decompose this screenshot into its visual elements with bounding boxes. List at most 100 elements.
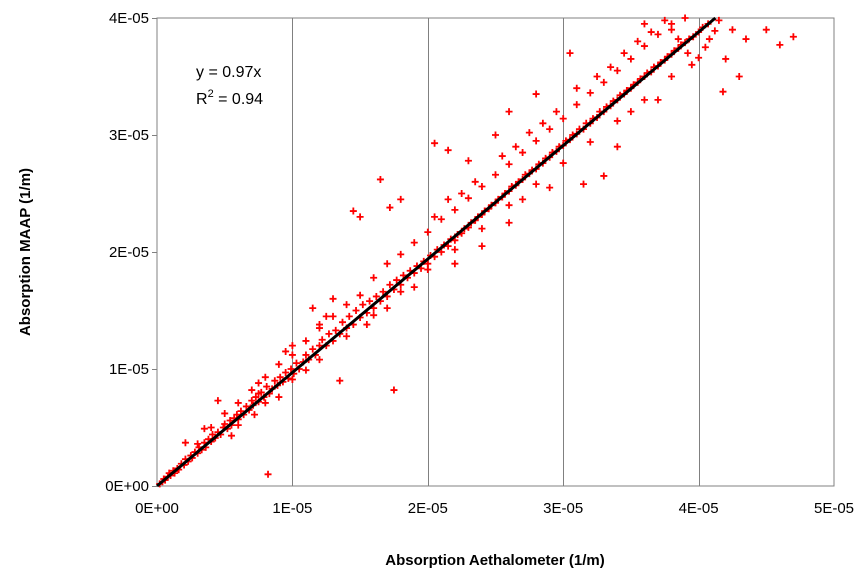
data-point [607, 63, 615, 71]
data-point [181, 439, 189, 447]
data-point [234, 399, 242, 407]
data-point [532, 137, 540, 145]
data-point [492, 131, 499, 139]
data-point [695, 54, 703, 62]
data-point [410, 239, 418, 247]
data-point [789, 33, 797, 41]
data-point [505, 201, 513, 209]
data-points [156, 14, 797, 488]
data-point [349, 207, 357, 215]
data-point [336, 377, 344, 385]
y-tick-label: 1E-05 [109, 361, 149, 378]
data-point [282, 347, 290, 355]
data-point [505, 160, 513, 168]
data-point [728, 26, 736, 34]
data-point [701, 43, 709, 51]
data-point [654, 30, 662, 38]
data-point [309, 304, 317, 312]
data-point [613, 117, 621, 125]
data-point [674, 35, 682, 43]
data-point [397, 250, 405, 258]
data-point [464, 194, 472, 202]
data-point [343, 301, 351, 309]
data-point [654, 96, 662, 104]
data-point [471, 178, 479, 186]
data-point [242, 402, 250, 410]
data-point [207, 424, 215, 431]
y-tick-label: 3E-05 [109, 127, 149, 144]
data-point [600, 172, 608, 180]
data-point [248, 386, 256, 394]
data-point [573, 84, 581, 92]
data-point [719, 88, 727, 96]
data-point [345, 312, 353, 320]
data-point [711, 27, 719, 35]
data-point [309, 345, 317, 353]
data-point [478, 225, 486, 233]
data-point [255, 379, 263, 387]
data-point [478, 182, 486, 190]
data-point [647, 28, 655, 36]
data-point [372, 292, 380, 300]
data-point [600, 78, 608, 86]
data-point [370, 311, 378, 319]
trendline-equation: y = 0.97x [196, 64, 261, 81]
data-point [593, 73, 601, 80]
y-tick-label: 0E+00 [105, 478, 149, 495]
data-point [363, 321, 371, 329]
data-point [315, 321, 323, 329]
data-point [318, 336, 326, 344]
data-point [451, 260, 459, 268]
data-point [227, 432, 235, 440]
x-tick-label: 2E-05 [408, 500, 448, 517]
data-point [640, 20, 648, 28]
data-point [627, 55, 635, 63]
data-point [261, 373, 269, 381]
data-point [248, 397, 256, 405]
data-point [221, 409, 229, 417]
data-point [478, 242, 486, 250]
data-point [451, 246, 459, 254]
data-point [383, 304, 391, 312]
r-squared-label: R2 = 0.94 [196, 88, 263, 108]
data-point [424, 260, 432, 268]
data-point [288, 342, 296, 350]
data-point [586, 89, 594, 97]
data-point [250, 411, 258, 419]
data-point [722, 55, 730, 63]
x-axis-title: Absorption Aethalometer (1/m) [385, 552, 604, 569]
data-point [684, 49, 692, 57]
data-point [252, 393, 260, 401]
data-point [613, 143, 621, 151]
data-point [559, 115, 567, 123]
data-point [519, 195, 527, 203]
x-tick-label: 0E+00 [135, 500, 179, 517]
data-point [302, 366, 310, 374]
data-point [234, 421, 242, 429]
r-squared-exponent: 2 [208, 88, 214, 100]
data-point [275, 393, 283, 401]
x-tick-label: 1E-05 [272, 500, 312, 517]
x-tick-label: 4E-05 [679, 500, 719, 517]
data-point [359, 301, 367, 309]
data-point [492, 171, 499, 179]
data-point [742, 35, 750, 43]
data-point [505, 108, 513, 116]
x-tick-label: 5E-05 [814, 500, 854, 517]
data-point [437, 215, 445, 223]
data-point [263, 383, 271, 391]
grid-lines [292, 18, 700, 486]
data-point [668, 73, 676, 80]
data-point [379, 288, 387, 296]
data-point [386, 204, 394, 212]
y-tick-label: 4E-05 [109, 10, 149, 27]
data-point [681, 14, 689, 22]
data-point [498, 152, 506, 160]
data-point [343, 332, 351, 340]
data-point [444, 195, 452, 203]
x-tick-label: 3E-05 [543, 500, 583, 517]
data-point [762, 26, 770, 34]
data-point [397, 195, 405, 203]
data-point [410, 283, 418, 291]
data-point [640, 96, 648, 104]
